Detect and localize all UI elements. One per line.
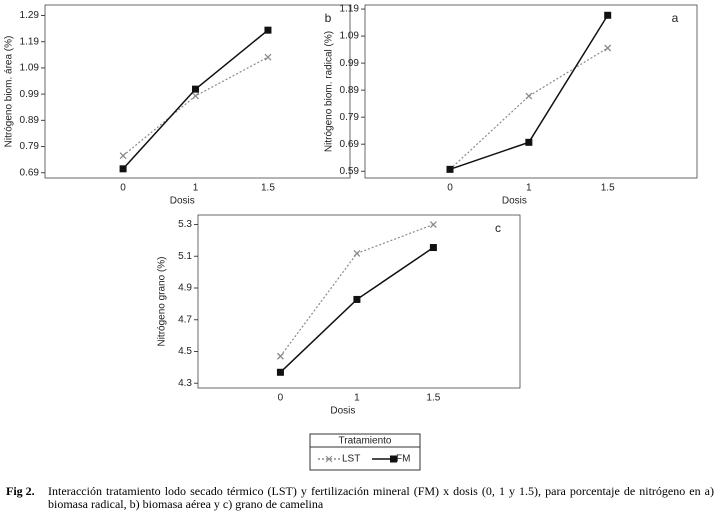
series-line: [279, 223, 434, 357]
y-tick-label: 0.99: [20, 89, 40, 100]
y-tick-label: 5.1: [178, 251, 192, 262]
panel-letter: b: [325, 11, 332, 25]
data-point: [119, 152, 127, 160]
y-tick-label: 0.89: [20, 115, 40, 126]
x-tick-label: 1.5: [601, 183, 615, 194]
figure: Tratamiento 0.69 0.79 0.89 0.99 1.09 1.19 1.29…: [4, 4, 698, 471]
series-line: [122, 29, 269, 170]
y-tick-label: 0.69: [340, 139, 360, 150]
data-point: [192, 92, 199, 100]
data-point: [353, 295, 361, 303]
data-point: [264, 53, 272, 61]
x-tick-label: 1: [354, 393, 360, 404]
series-line: [122, 56, 269, 157]
y-tick-label: 0.89: [340, 85, 360, 96]
caption-text: Interacción tratamiento lodo secado térm…: [48, 484, 714, 511]
caption-label: Fig 2.: [6, 484, 35, 498]
panel-letter: c: [495, 221, 501, 235]
data-point: [276, 368, 284, 376]
x-axis-label: Dosis: [502, 196, 527, 207]
data-point: [192, 85, 200, 93]
plot-frame: [197, 214, 521, 389]
legend-label: LST: [342, 454, 360, 465]
data-point: [353, 249, 361, 257]
x-axis-label: Dosis: [330, 406, 355, 417]
x-tick-label: 1.5: [426, 393, 440, 404]
y-tick-label: 0.69: [20, 167, 40, 178]
x-axis-label: Dosis: [170, 196, 195, 207]
y-tick-label: 4.3: [178, 378, 192, 389]
data-point: [525, 92, 533, 100]
y-tick-label: 4.5: [178, 346, 192, 357]
data-point: [446, 165, 454, 173]
legend-box: [309, 433, 421, 471]
x-tick-label: 1: [526, 183, 532, 194]
y-axis-label: Nitrógeno biom. área (%): [4, 36, 15, 148]
legend-marker: [390, 455, 397, 463]
series-line: [449, 47, 609, 170]
y-tick-label: 1.19: [340, 4, 360, 15]
x-tick-label: 0: [447, 183, 453, 194]
y-tick-label: 1.29: [20, 10, 40, 21]
y-tick-label: 5.3: [178, 219, 192, 230]
data-point: [119, 165, 127, 173]
y-tick-label: 1.09: [340, 31, 360, 42]
data-point: [429, 221, 437, 228]
series-line: [279, 246, 434, 373]
legend-title: Tratamiento: [339, 436, 392, 447]
plot-frame: [44, 4, 351, 179]
data-point: [604, 44, 612, 52]
x-tick-label: 1: [193, 183, 199, 194]
data-point: [264, 26, 272, 34]
data-point: [525, 138, 533, 146]
y-tick-label: 4.7: [178, 314, 192, 325]
y-tick-label: 0.99: [340, 58, 360, 69]
plot-frame: [364, 4, 698, 179]
y-tick-label: 1.09: [20, 63, 40, 74]
legend-label: FM: [396, 454, 410, 465]
x-tick-label: 0: [120, 183, 126, 194]
panel-letter: a: [672, 11, 679, 25]
x-tick-label: 1.5: [261, 183, 275, 194]
data-point: [604, 11, 612, 19]
series-line: [449, 14, 609, 171]
legend-marker: [325, 455, 333, 463]
data-point: [276, 352, 284, 360]
y-tick-label: 0.79: [20, 141, 40, 152]
y-tick-label: 4.9: [178, 283, 192, 294]
y-axis-label: Nitrógeno biom. radical (%): [324, 31, 335, 152]
x-tick-label: 0: [278, 393, 284, 404]
caption: Fig 2. Interacción tratamiento lodo seca…: [6, 485, 714, 511]
y-tick-label: 1.19: [20, 36, 40, 47]
y-tick-label: 0.59: [340, 166, 360, 177]
y-axis-label: Nitrógeno grano (%): [157, 256, 168, 346]
y-tick-label: 0.79: [340, 112, 360, 123]
data-point: [429, 244, 437, 252]
